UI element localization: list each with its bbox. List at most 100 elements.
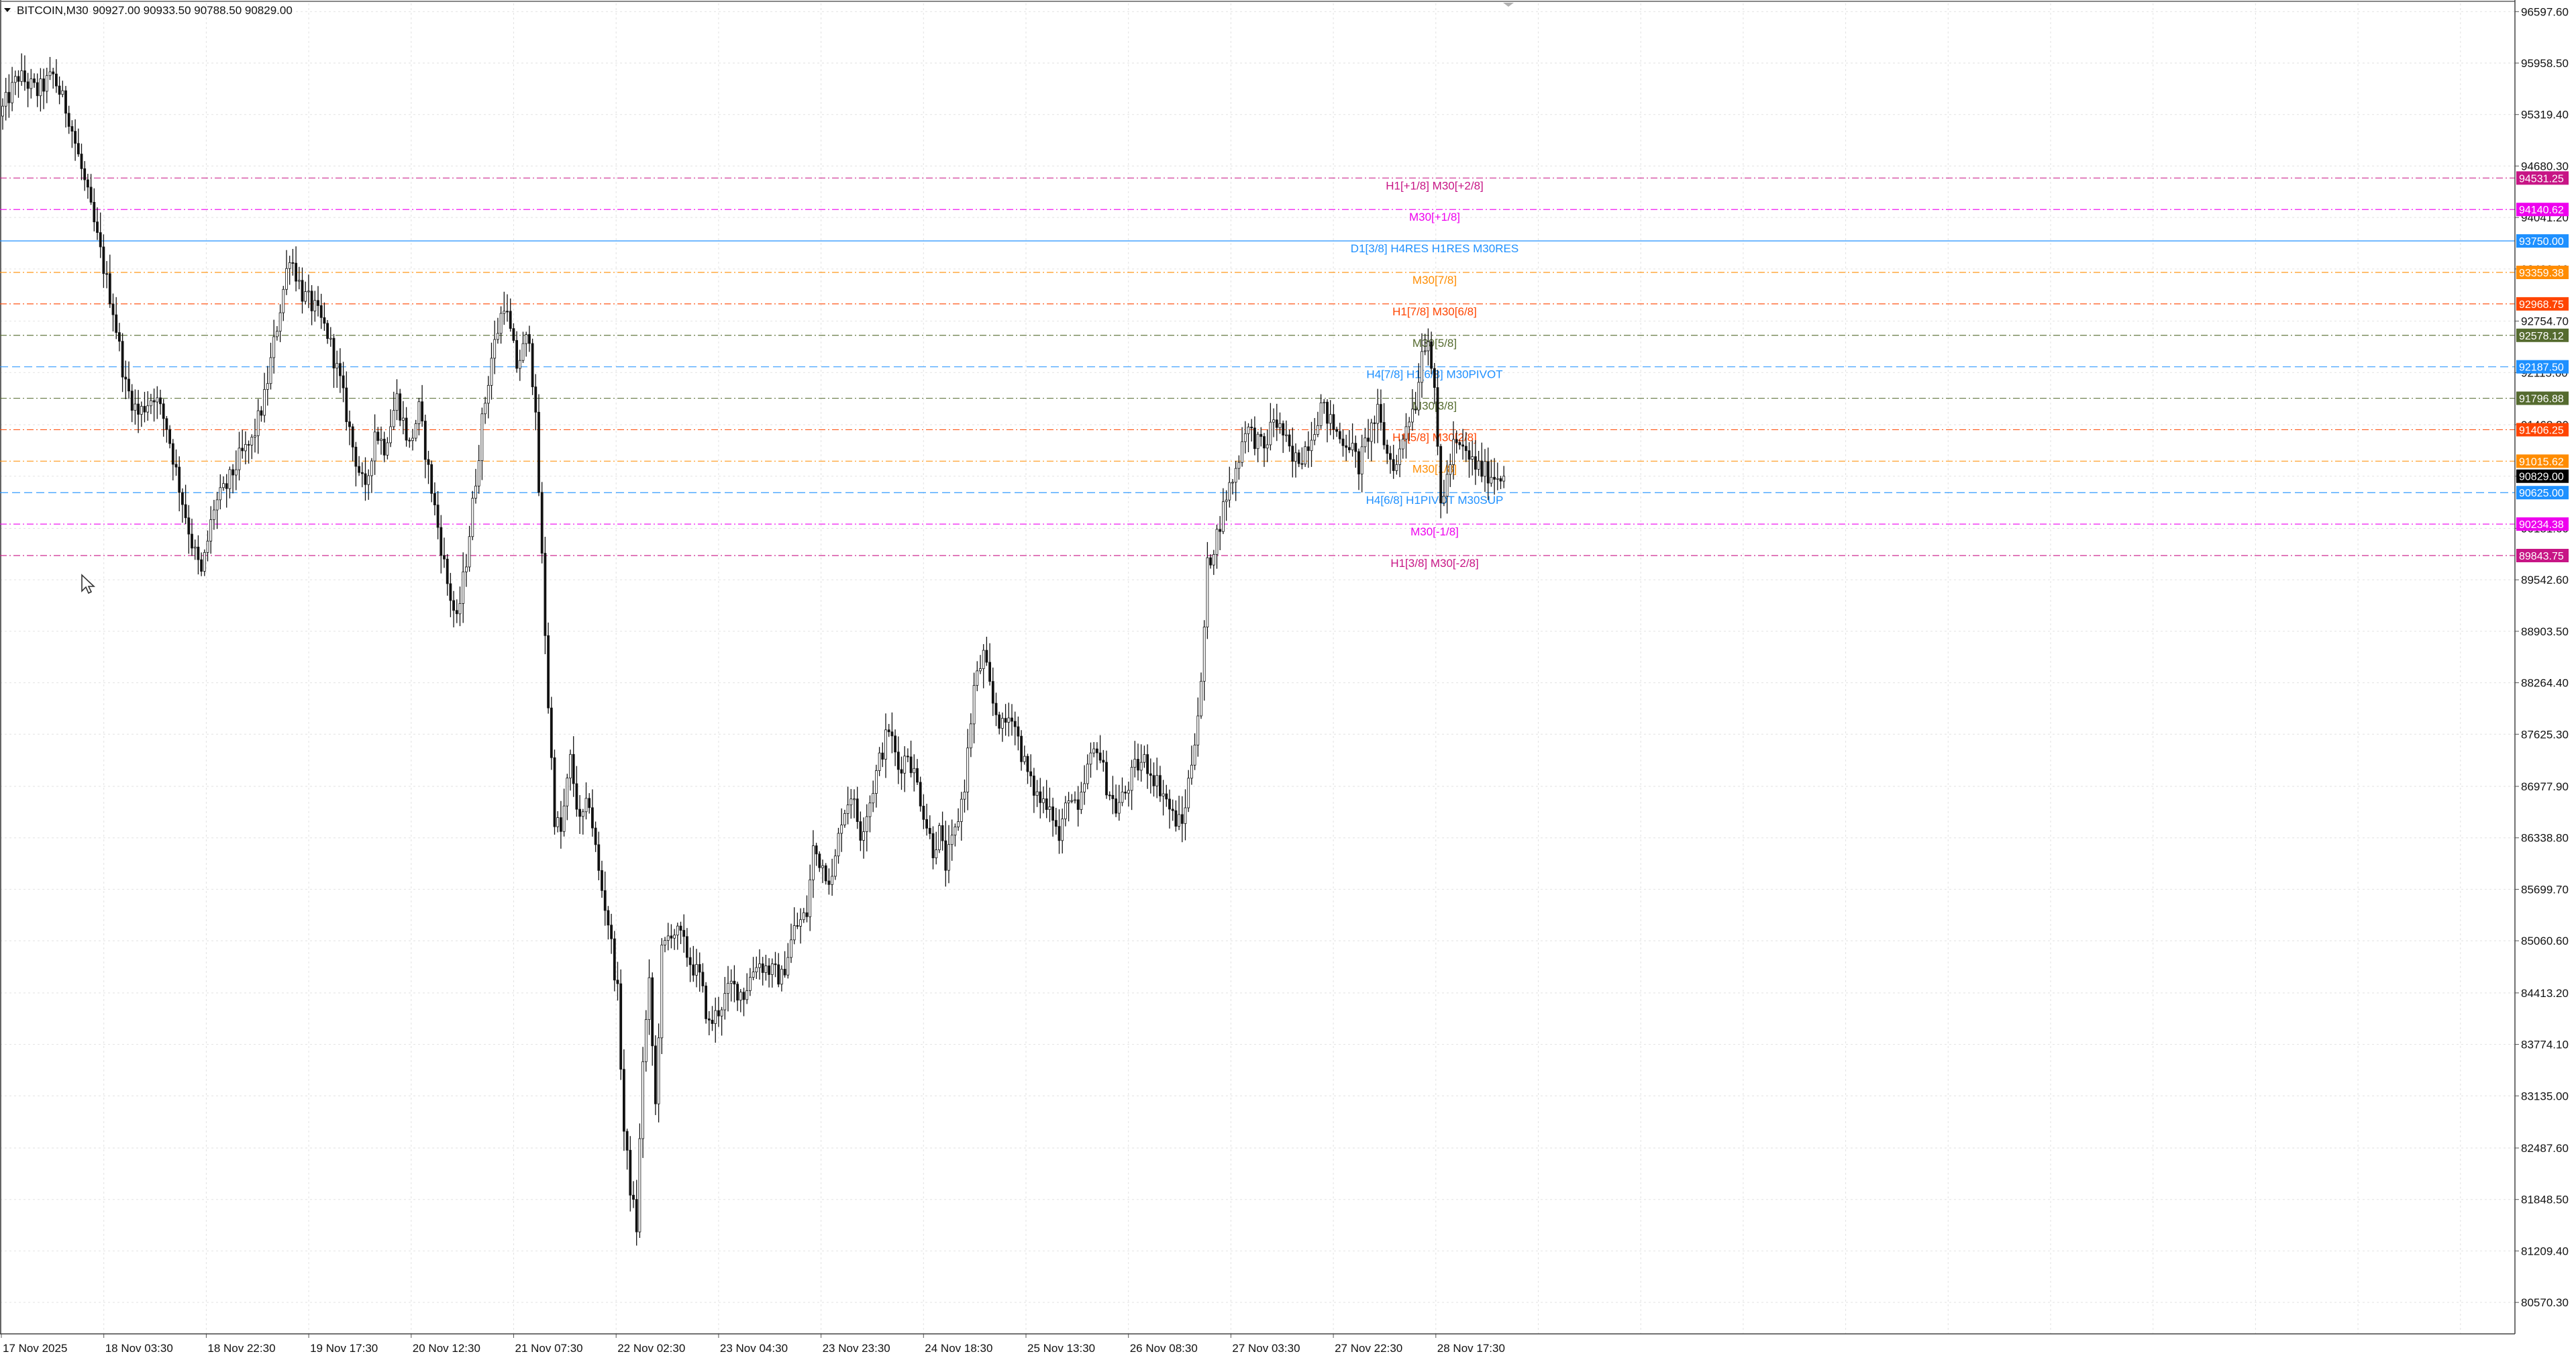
candle-body: [1367, 437, 1370, 442]
candle-body: [1228, 482, 1231, 501]
candle-body: [83, 168, 87, 180]
candle-body: [875, 770, 878, 794]
candle-body: [67, 113, 70, 127]
candle-body: [7, 92, 11, 103]
candle-body: [749, 977, 752, 991]
candle-body: [764, 966, 768, 973]
candle-body: [1357, 451, 1360, 474]
candle-body: [556, 817, 560, 827]
time-label: 20 Nov 12:30: [413, 1342, 480, 1355]
price-tag: 90625.00: [2519, 488, 2564, 499]
time-label: 17 Nov 2025: [3, 1342, 67, 1355]
candle-body: [1256, 433, 1259, 450]
candle-body: [682, 930, 686, 937]
candle-body: [1121, 791, 1124, 803]
candle-body: [846, 804, 849, 814]
grid: [0, 0, 2515, 1334]
candle-body: [695, 963, 698, 976]
candle-body: [269, 357, 272, 384]
candle-body: [1076, 799, 1080, 810]
price-tick-label: 86338.80: [2521, 832, 2569, 845]
candle-body: [761, 963, 764, 973]
candle-body: [903, 755, 907, 774]
candle-body: [1326, 401, 1329, 424]
candle-body: [1165, 793, 1168, 800]
time-axis[interactable]: 17 Nov 2025 18 Nov 03:30 18 Nov 22:30 19 No…: [0, 1333, 2515, 1355]
candle-body: [1004, 718, 1007, 723]
candle-body: [736, 984, 739, 1001]
candle-body: [597, 844, 601, 871]
candle-body: [254, 435, 256, 437]
candle-body: [1231, 482, 1234, 484]
time-label: 25 Nov 13:30: [1027, 1342, 1095, 1355]
candle-body: [613, 938, 616, 981]
time-label: 23 Nov 23:30: [823, 1342, 890, 1355]
candle-body: [679, 925, 682, 931]
candle-body: [219, 487, 222, 501]
candle-body: [815, 845, 818, 855]
candle-body: [950, 835, 954, 845]
price-tick-label: 82487.60: [2521, 1142, 2569, 1155]
price-tag-bg: [2516, 297, 2569, 311]
price-tag: 91406.25: [2519, 425, 2564, 436]
candle-body: [966, 747, 970, 792]
candle-body: [941, 825, 944, 841]
level-label: M30[3/8]: [1412, 400, 1457, 413]
candle-body: [1083, 783, 1086, 792]
time-label: 19 Nov 17:30: [310, 1342, 378, 1355]
candle-body: [225, 483, 228, 489]
candle-body: [39, 79, 42, 97]
candle-body: [1253, 427, 1256, 450]
price-tick-label: 81209.40: [2521, 1245, 2569, 1257]
candle-body: [1486, 461, 1490, 484]
candle-body: [1499, 478, 1502, 482]
candle-body: [1421, 351, 1423, 383]
candle-body: [676, 925, 679, 936]
candle-body: [1168, 798, 1171, 810]
candle-body: [638, 1138, 641, 1233]
candle-body: [1414, 409, 1417, 411]
candle-body: [149, 400, 152, 407]
candle-body: [686, 936, 688, 958]
candle-body: [1209, 557, 1212, 566]
candle-body: [1263, 436, 1266, 449]
candle-body: [601, 870, 603, 891]
candle-body: [938, 825, 941, 851]
candle-body: [1272, 419, 1275, 423]
candle-body: [1174, 810, 1178, 827]
candle-body: [853, 798, 856, 800]
candle-body: [1259, 433, 1263, 437]
candle-body: [446, 558, 449, 584]
candle-body: [872, 793, 875, 804]
candle-body: [200, 559, 203, 572]
level-lines: H1[+1/8] M30[+2/8] M30[+1/8] D1[3/8] H4RES…: [0, 177, 2515, 570]
candle-body: [770, 963, 774, 975]
candle-body: [827, 880, 831, 885]
candle-body: [1464, 446, 1467, 452]
candle-body: [117, 332, 121, 342]
candle-body: [720, 1009, 723, 1016]
level-label: M30[1/8]: [1412, 462, 1457, 475]
candle-body: [745, 990, 749, 1000]
candle-body: [89, 187, 93, 203]
level-label: H1[+1/8] M30[+2/8]: [1386, 179, 1484, 192]
candle-body: [1395, 464, 1398, 471]
candle-body: [143, 406, 146, 413]
price-tag: 94531.25: [2519, 173, 2564, 185]
symbol-menu-icon[interactable]: [4, 8, 11, 12]
scroll-marker-icon[interactable]: [1503, 3, 1514, 7]
price-axis[interactable]: 96597.6095958.5095319.4094680.3094041.20…: [2514, 0, 2569, 1334]
candle-body: [603, 890, 607, 911]
price-tick-label: 95958.50: [2521, 57, 2569, 70]
candle-body: [250, 437, 254, 446]
candle-body: [550, 707, 553, 758]
candle-body: [1124, 791, 1127, 794]
candle-body: [380, 438, 382, 441]
candle-body: [1241, 441, 1243, 463]
time-label: 27 Nov 22:30: [1335, 1342, 1402, 1355]
candle-body: [61, 90, 64, 95]
candle-body: [26, 81, 30, 89]
candle-body: [727, 983, 729, 994]
